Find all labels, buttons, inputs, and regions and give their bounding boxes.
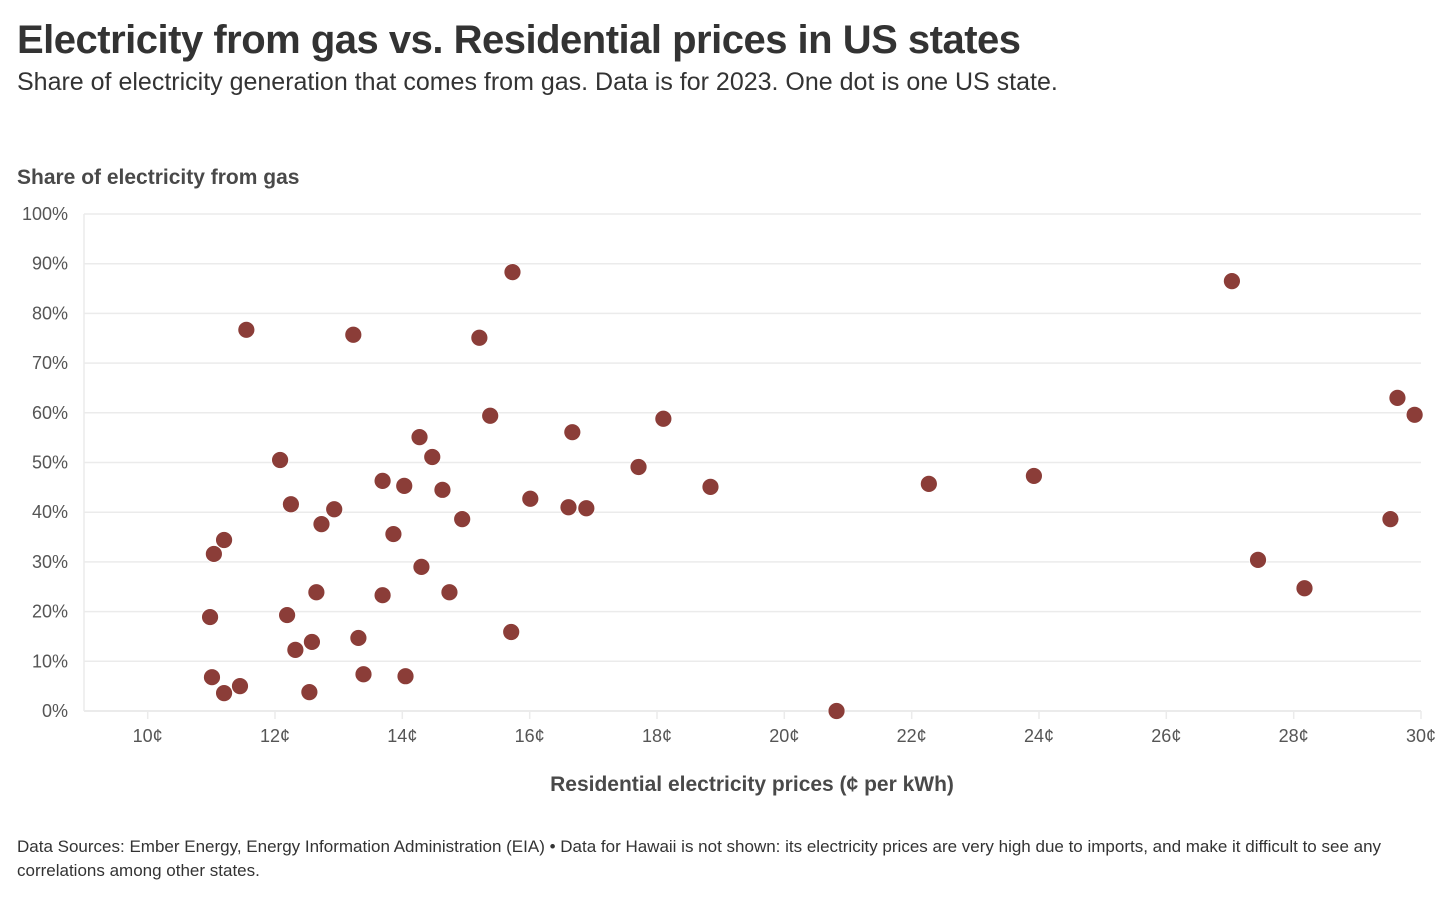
gridlines: [83, 213, 1421, 712]
data-point[interactable]: [481, 406, 500, 425]
x-tick-label: 26¢: [1151, 726, 1181, 746]
x-tick-label: 30¢: [1406, 726, 1436, 746]
data-point[interactable]: [453, 510, 472, 529]
data-point[interactable]: [563, 423, 582, 442]
data-point[interactable]: [396, 667, 415, 686]
x-tick-label: 28¢: [1279, 726, 1309, 746]
data-point[interactable]: [215, 531, 233, 549]
data-point[interactable]: [303, 633, 321, 651]
data-point[interactable]: [384, 525, 403, 543]
data-point[interactable]: [271, 451, 289, 469]
x-axis-title: Residential electricity prices (¢ per kW…: [550, 773, 954, 796]
y-tick-label: 30%: [32, 552, 68, 572]
y-tick-label: 60%: [32, 403, 68, 423]
data-point[interactable]: [470, 328, 489, 347]
data-point[interactable]: [237, 320, 256, 339]
data-point[interactable]: [307, 583, 326, 602]
data-point[interactable]: [701, 477, 720, 496]
data-point[interactable]: [1223, 272, 1241, 290]
data-point[interactable]: [423, 448, 442, 466]
chart-title: Electricity from gas vs. Residential pri…: [17, 18, 1021, 62]
data-point[interactable]: [215, 684, 233, 703]
data-point[interactable]: [312, 515, 331, 534]
data-point[interactable]: [629, 458, 648, 476]
data-point[interactable]: [1388, 388, 1407, 407]
y-axis-ticks: 0% 10% 20% 30% 40% 50% 60% 70% 80% 90% 100%: [22, 204, 68, 721]
data-point[interactable]: [654, 409, 673, 428]
data-point[interactable]: [395, 476, 414, 495]
data-point[interactable]: [412, 557, 431, 576]
data-point[interactable]: [1025, 467, 1043, 485]
data-point[interactable]: [354, 665, 373, 684]
data-point[interactable]: [521, 489, 540, 508]
y-tick-label: 10%: [32, 651, 68, 671]
x-tick-label: 20¢: [769, 726, 799, 746]
data-point[interactable]: [410, 428, 429, 447]
source-note: Data Sources: Ember Energy, Energy Infor…: [17, 837, 1382, 880]
data-point[interactable]: [919, 474, 938, 493]
data-point[interactable]: [440, 583, 459, 602]
data-point[interactable]: [278, 606, 296, 624]
data-point[interactable]: [373, 471, 392, 490]
y-tick-label: 90%: [32, 254, 68, 274]
data-point[interactable]: [204, 545, 223, 563]
y-tick-label: 40%: [32, 502, 68, 522]
data-point[interactable]: [1381, 510, 1400, 529]
x-tick-label: 22¢: [897, 726, 927, 746]
x-tick-label: 10¢: [133, 726, 163, 746]
data-point[interactable]: [373, 586, 392, 605]
y-tick-label: 80%: [32, 303, 68, 323]
data-point[interactable]: [349, 629, 368, 647]
y-tick-label: 70%: [32, 353, 68, 373]
data-point[interactable]: [300, 683, 319, 702]
y-tick-label: 50%: [32, 453, 68, 473]
x-axis-ticks: 10¢ 12¢ 14¢ 16¢ 18¢ 20¢ 22¢ 24¢ 26¢ 28¢ 30¢: [133, 711, 1436, 746]
chart-subtitle: Share of electricity generation that com…: [17, 68, 1058, 96]
x-tick-label: 16¢: [515, 726, 545, 746]
data-point[interactable]: [325, 500, 344, 519]
data-point[interactable]: [286, 640, 305, 659]
data-point[interactable]: [201, 608, 219, 626]
data-point[interactable]: [203, 668, 221, 687]
y-tick-label: 20%: [32, 602, 68, 622]
x-tick-label: 14¢: [387, 726, 417, 746]
data-point[interactable]: [1405, 405, 1424, 424]
y-axis-title: Share of electricity from gas: [17, 166, 300, 189]
data-point[interactable]: [344, 325, 363, 344]
data-point[interactable]: [577, 499, 596, 518]
x-tick-label: 24¢: [1024, 726, 1054, 746]
data-point[interactable]: [231, 677, 249, 696]
y-tick-label: 0%: [42, 701, 68, 721]
data-point[interactable]: [502, 623, 521, 641]
data-point[interactable]: [559, 498, 578, 517]
data-point[interactable]: [1295, 579, 1314, 598]
data-point[interactable]: [503, 263, 522, 282]
x-tick-label: 18¢: [642, 726, 672, 746]
data-points: [201, 263, 1424, 720]
x-tick-label: 12¢: [260, 726, 290, 746]
data-point[interactable]: [282, 495, 300, 514]
y-tick-label: 100%: [22, 204, 68, 224]
data-point[interactable]: [433, 480, 452, 499]
data-point[interactable]: [827, 702, 846, 720]
data-point[interactable]: [1249, 551, 1267, 569]
